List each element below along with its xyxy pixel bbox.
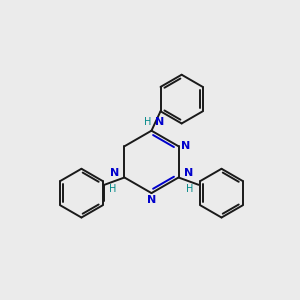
Text: H: H	[109, 184, 117, 194]
Text: H: H	[186, 184, 194, 194]
Text: N: N	[181, 141, 190, 151]
Text: N: N	[155, 117, 164, 127]
Text: N: N	[110, 168, 119, 178]
Text: H: H	[144, 117, 152, 127]
Text: N: N	[184, 168, 193, 178]
Text: N: N	[147, 195, 156, 205]
